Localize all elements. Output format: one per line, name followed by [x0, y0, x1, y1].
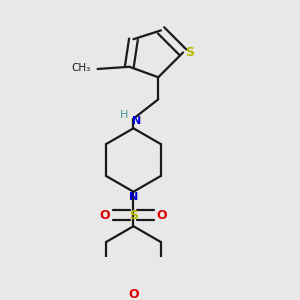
Text: O: O	[100, 209, 110, 222]
Text: N: N	[129, 192, 138, 202]
Text: H: H	[120, 110, 128, 119]
Text: CH₃: CH₃	[71, 63, 91, 73]
Text: O: O	[128, 288, 139, 300]
Text: S: S	[129, 209, 138, 222]
Text: N: N	[132, 116, 141, 126]
Text: S: S	[185, 46, 194, 59]
Text: O: O	[157, 209, 167, 222]
